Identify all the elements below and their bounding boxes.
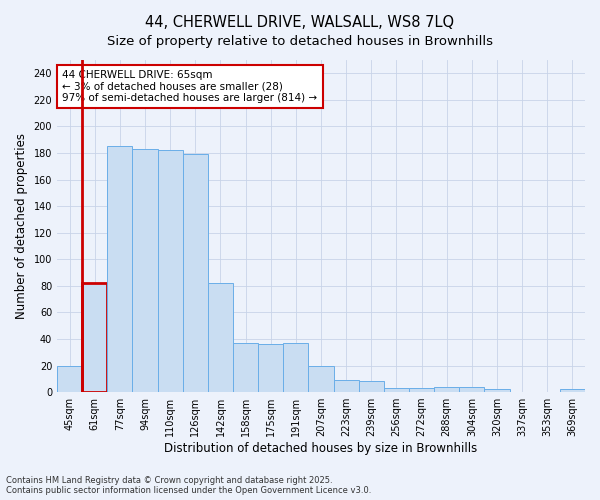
- Bar: [434, 387, 459, 392]
- Text: Contains HM Land Registry data © Crown copyright and database right 2025.
Contai: Contains HM Land Registry data © Crown c…: [6, 476, 371, 495]
- Bar: [133, 149, 158, 392]
- Bar: [308, 366, 334, 392]
- Bar: [258, 344, 283, 392]
- Bar: [208, 283, 233, 392]
- Bar: [57, 366, 82, 392]
- Text: Size of property relative to detached houses in Brownhills: Size of property relative to detached ho…: [107, 35, 493, 48]
- Bar: [560, 390, 585, 392]
- Bar: [384, 388, 409, 392]
- Bar: [107, 146, 133, 392]
- Bar: [409, 388, 434, 392]
- Bar: [283, 343, 308, 392]
- Bar: [484, 390, 509, 392]
- Text: 44 CHERWELL DRIVE: 65sqm
← 3% of detached houses are smaller (28)
97% of semi-de: 44 CHERWELL DRIVE: 65sqm ← 3% of detache…: [62, 70, 317, 103]
- Bar: [334, 380, 359, 392]
- Bar: [158, 150, 183, 392]
- Bar: [459, 387, 484, 392]
- Y-axis label: Number of detached properties: Number of detached properties: [15, 133, 28, 319]
- Text: 44, CHERWELL DRIVE, WALSALL, WS8 7LQ: 44, CHERWELL DRIVE, WALSALL, WS8 7LQ: [145, 15, 455, 30]
- Bar: [82, 283, 107, 392]
- Bar: [183, 154, 208, 392]
- Bar: [359, 382, 384, 392]
- Bar: [233, 343, 258, 392]
- X-axis label: Distribution of detached houses by size in Brownhills: Distribution of detached houses by size …: [164, 442, 478, 455]
